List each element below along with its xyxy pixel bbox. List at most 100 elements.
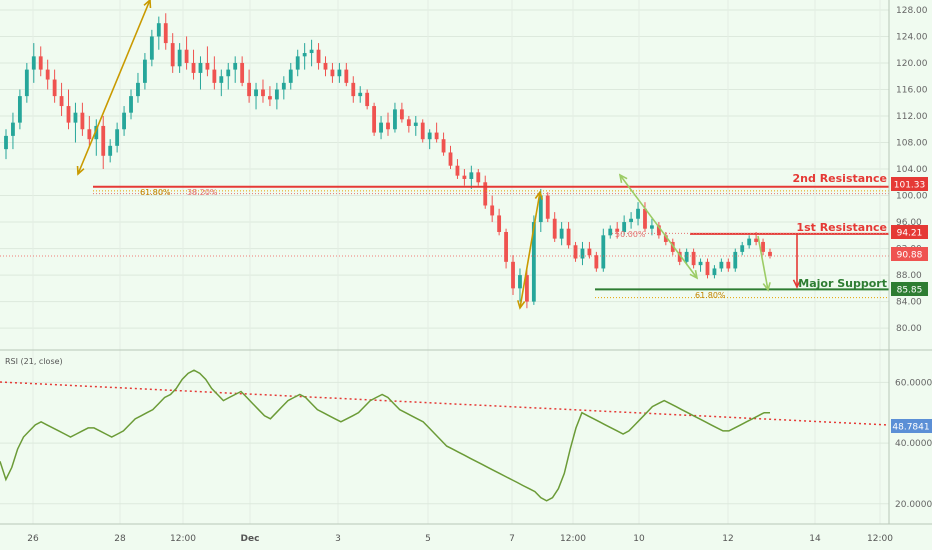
candle-body-up [622, 222, 627, 232]
candle-body-down [344, 69, 349, 83]
candle-body-down [406, 119, 411, 126]
price-tick-label: 116.00 [896, 85, 928, 95]
candle-body-up [559, 228, 564, 239]
price-tick-label: 84.00 [896, 298, 922, 308]
candle-body-down [761, 241, 765, 252]
candle-body-up [115, 129, 120, 146]
candle-body-up [108, 145, 113, 156]
candle-body-down [656, 225, 661, 236]
candle-body-down [247, 82, 252, 97]
time-tick-label: 28 [114, 534, 126, 544]
candlestick-series [4, 13, 772, 309]
candle-body-down [476, 172, 481, 183]
price-tick-label: 128.00 [896, 6, 928, 16]
candle-body-down [497, 215, 502, 232]
candle-body-down [677, 251, 682, 262]
candle-body-down [483, 182, 488, 206]
svg-text:48.7841: 48.7841 [892, 423, 929, 433]
price-tick-label: 108.00 [896, 139, 928, 149]
candle-body-up [302, 53, 307, 57]
price-tick-label: 100.00 [896, 192, 928, 202]
candle-body-up [177, 49, 182, 67]
candle-body-up [393, 109, 397, 130]
time-tick-label: 3 [335, 534, 341, 544]
candle-body-down [386, 122, 390, 130]
candle-body-down [351, 82, 356, 97]
time-axis[interactable]: 26 28 12:00 Dec 3 5 7 12:00 10 12 14 12:00 [27, 534, 893, 544]
price-tag-resistance-2: 101.33 [891, 177, 928, 191]
time-tick-label: 12:00 [867, 534, 893, 544]
candle-body-down [663, 235, 668, 242]
price-tick-label: 112.00 [896, 112, 928, 122]
candle-body-up [712, 268, 717, 276]
candle-body-up [281, 82, 286, 90]
candle-body-up [24, 69, 29, 97]
swing-arrow-1 [77, 0, 151, 175]
candle-body-up [274, 89, 279, 100]
candle-body-down [52, 79, 57, 97]
price-grid [0, 0, 889, 524]
pullback-arrow-2-head [762, 282, 771, 292]
pullback-arrow-1 [619, 174, 698, 279]
pullback-arrow-1-head [618, 173, 628, 184]
swing-arrow-2-head [517, 300, 526, 310]
candle-body-down [490, 205, 495, 216]
candle-body-down [587, 248, 592, 256]
candle-body-down [545, 195, 550, 219]
price-tag-resistance-1: 94.21 [891, 225, 928, 239]
candle-body-up [684, 251, 689, 262]
rsi-tick-label: 40.0000 [895, 439, 932, 449]
rsi-series [0, 369, 770, 502]
rsi-tick-label: 60.0000 [895, 378, 932, 388]
candle-body-down [462, 175, 467, 179]
candle-body-down [726, 261, 731, 269]
rsi-value-tag: 48.7841 [891, 419, 932, 433]
time-tick-label: 12:00 [560, 534, 586, 544]
candle-body-up [254, 89, 258, 97]
candle-body-down [420, 122, 425, 140]
time-tick-label: 7 [509, 534, 515, 544]
candle-body-up [11, 122, 15, 136]
candle-body-down [240, 62, 245, 83]
candle-body-up [747, 238, 752, 246]
price-axis[interactable]: 80.0084.0088.0092.0096.00100.00104.00108… [896, 6, 928, 334]
candle-body-up [650, 225, 654, 229]
candle-body-down [191, 62, 196, 73]
candle-body-down [66, 106, 71, 123]
candle-body-up [226, 69, 231, 77]
candle-body-up [31, 56, 36, 70]
candle-body-up [601, 235, 606, 269]
price-tick-label: 104.00 [896, 165, 928, 175]
candle-body-up [337, 69, 342, 77]
candle-body-up [518, 275, 522, 289]
candle-body-down [365, 92, 370, 107]
candle-body-down [448, 152, 453, 166]
time-tick-label: 14 [809, 534, 821, 544]
candle-body-down [205, 62, 210, 70]
candle-body-up [136, 82, 140, 97]
candle-body-up [94, 125, 99, 140]
candle-body-down [59, 96, 64, 107]
candle-body-up [122, 112, 126, 130]
pullback-arrow-2 [757, 235, 769, 291]
candle-body-down [434, 132, 439, 140]
candle-body-up [219, 76, 224, 83]
candle-body-down [691, 251, 696, 266]
rsi-axis[interactable]: 20.0000 40.0000 60.0000 [895, 378, 932, 509]
candle-body-up [636, 208, 640, 219]
candle-body-down [80, 112, 85, 130]
fib-50-label: 50.00% [615, 230, 646, 239]
fib-618-label: 61.80% [140, 188, 171, 197]
support-label: Major Support [798, 277, 887, 290]
candle-body-down [87, 129, 92, 140]
candle-body-down [504, 232, 508, 262]
candle-body-up [156, 23, 161, 37]
swing-arrow-2 [519, 191, 541, 309]
price-tag-support: 85.85 [891, 282, 928, 296]
candle-body-down [566, 228, 571, 246]
resistance-2-label: 2nd Resistance [793, 172, 887, 185]
rsi-title[interactable]: RSI (21, close) [5, 357, 63, 366]
candle-body-down [754, 238, 759, 242]
candle-body-down [323, 62, 328, 70]
candle-body-up [142, 59, 147, 83]
